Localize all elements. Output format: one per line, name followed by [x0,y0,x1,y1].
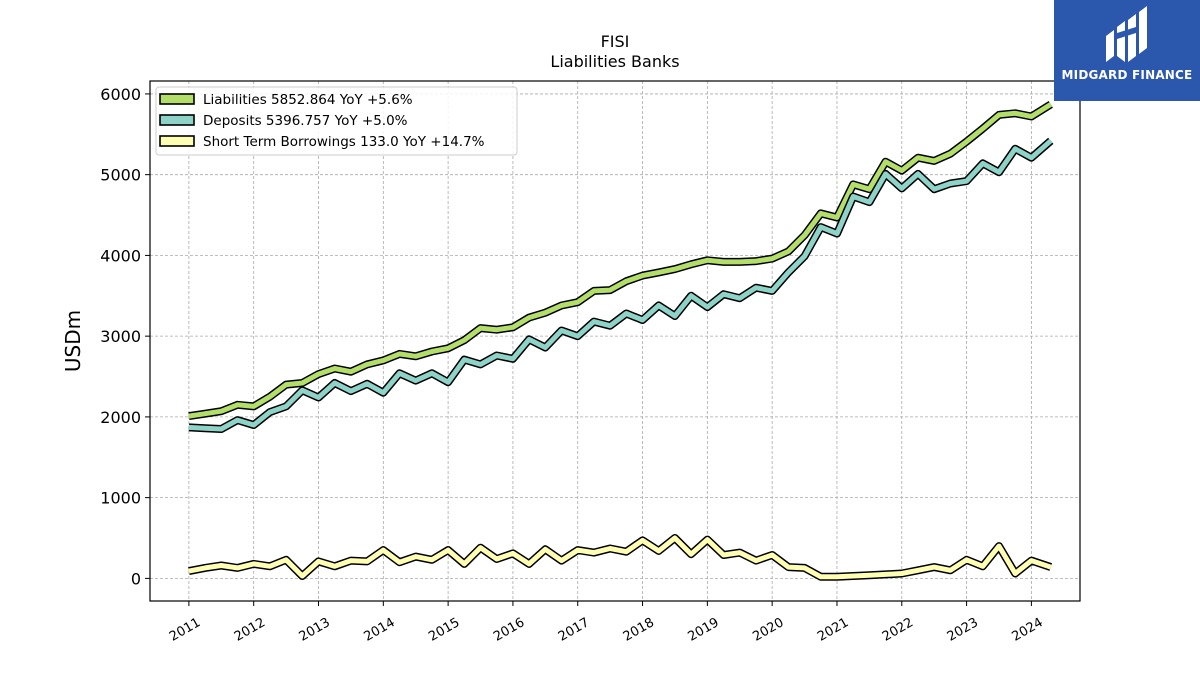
grid-lines [150,81,1080,601]
y-tick-label: 2000 [100,408,141,427]
y-axis-label: USDm [61,310,85,372]
y-tick-label: 0 [131,569,141,588]
legend: Liabilities 5852.864 YoY +5.6% Deposits 5… [155,86,518,156]
x-tick-label: 2015 [426,615,462,645]
x-tick-label: 2013 [297,615,333,645]
y-tick-label: 1000 [100,489,141,508]
plot-frame [149,80,1081,602]
x-tick-label: 2014 [361,615,397,645]
y-axis-ticks: 0 1000 2000 3000 4000 5000 6000 [100,85,150,588]
x-tick-label: 2011 [167,615,203,645]
x-tick-label: 2016 [491,615,527,645]
series-2 [188,137,1054,433]
x-tick-label: 2012 [232,615,268,645]
midgard-finance-logo-icon [1106,6,1147,62]
x-tick-label: 2018 [621,615,657,645]
series-line [188,138,1053,432]
legend-box [155,86,518,156]
brand-name: MIDGARD FINANCE [1061,68,1193,82]
y-tick-label: 3000 [100,327,141,346]
series-line [188,102,1053,419]
y-tick-label: 6000 [100,85,141,104]
series-3 [188,534,1053,581]
legend-label: Deposits 5396.757 YoY +5.0% [203,113,408,129]
x-tick-label: 2024 [1010,615,1046,645]
series-1 [188,101,1053,421]
x-tick-label: 2017 [556,615,592,645]
y-tick-label: 5000 [100,166,141,185]
x-tick-label: 2023 [945,615,981,645]
y-tick-label: 4000 [100,246,141,265]
legend-label: Liabilities 5852.864 YoY +5.6% [203,92,413,108]
legend-swatch [159,93,195,105]
chart-subtitle: Liabilities Banks [550,52,679,71]
series-line [188,535,1052,580]
midgard-finance-logo: MIDGARD FINANCE [1054,0,1200,101]
legend-swatch [159,135,195,147]
chart-title: FISI [601,32,630,51]
x-tick-label: 2020 [750,615,786,645]
x-tick-label: 2019 [686,615,722,645]
legend-swatch [159,114,195,126]
x-tick-label: 2022 [880,615,916,645]
x-tick-label: 2021 [815,615,851,645]
series-lines [188,101,1054,581]
legend-label: Short Term Borrowings 133.0 YoY +14.7% [203,134,485,150]
x-axis-ticks: 2011 2012 2013 2014 2015 2016 2017 2018 2019 2020… [167,601,1046,645]
